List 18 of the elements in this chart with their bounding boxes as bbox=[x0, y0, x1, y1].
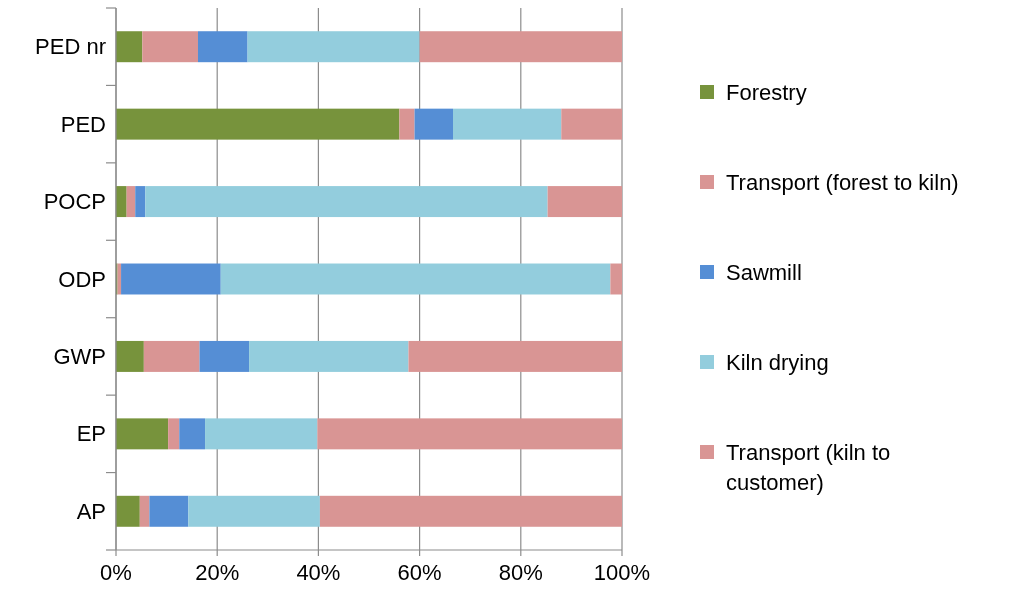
legend-label: Transport (forest to kiln) bbox=[726, 169, 959, 195]
legend-label: Sawmill bbox=[726, 259, 802, 285]
legend-label: Transport (kiln to customer) bbox=[726, 439, 891, 495]
y-tick-label: PED nr bbox=[35, 34, 106, 60]
legend-label: Forestry bbox=[726, 79, 807, 105]
y-tick-label: PED bbox=[60, 111, 106, 137]
legend-label: Kiln drying bbox=[726, 349, 829, 375]
x-tick-label: 80% bbox=[498, 560, 543, 585]
x-tick-label: 20% bbox=[195, 560, 240, 585]
x-tick-label: 0% bbox=[100, 560, 132, 585]
y-tick-label: GWP bbox=[53, 343, 106, 369]
y-tick-label: AP bbox=[76, 498, 106, 524]
x-tick-label: 40% bbox=[296, 560, 341, 585]
x-tick-label: 60% bbox=[397, 560, 442, 585]
x-tick-label: 100% bbox=[593, 560, 651, 585]
y-tick-label: ODP bbox=[58, 266, 106, 292]
y-tick-label: EP bbox=[76, 421, 106, 447]
y-tick-label: POCP bbox=[43, 189, 106, 215]
